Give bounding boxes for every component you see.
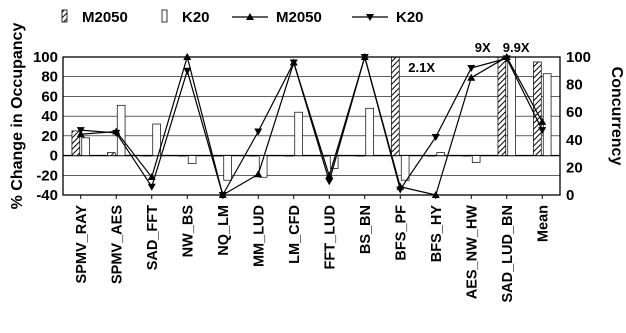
category-label-nq_lm: NQ_LM: [216, 205, 232, 256]
y2-tick-label-40: 40: [566, 132, 583, 149]
marker-k20-spmv_aes: [112, 129, 121, 137]
annotations: 2.1X 9X 9.9X: [408, 40, 530, 75]
y-tick-label-80: 80: [41, 69, 58, 86]
y2-tick-label-100: 100: [566, 49, 591, 66]
bar-m2050-spmv_ray: [71, 130, 81, 156]
category-label-bs_bn: BS_BN: [358, 205, 374, 254]
marker-k20-bfs_hy: [431, 134, 440, 142]
bar-m2050-aes_nw_hw: [462, 155, 471, 157]
category-label-spmv_aes: SPMV_AES: [109, 205, 125, 284]
marker-k20-fft_lud: [325, 178, 334, 186]
y2-tick-label-0: 0: [566, 187, 574, 204]
marker-m2050-mm_lud: [254, 170, 263, 178]
y-tick-label-60: 60: [41, 88, 58, 105]
category-label-aes_nw_hw: AES_NW_HW: [464, 205, 480, 300]
bar-k20-aes_nw_hw: [471, 155, 481, 163]
bar-k20-sad_fft: [152, 123, 161, 156]
axes: [62, 56, 561, 199]
bars: [71, 56, 552, 181]
marker-k20-aes_nw_hw: [467, 65, 476, 73]
legend-label-line-m2050: M2050: [276, 9, 322, 26]
bar-k20-bfs_pf: [400, 155, 410, 181]
bar-m2050-lm_cfd: [284, 155, 294, 157]
bar-k20-nw_bs: [187, 155, 197, 164]
bar-k20-bfs_hy: [436, 152, 445, 156]
bar-k20-mean: [542, 73, 552, 156]
marker-k20-sad_fft: [147, 183, 156, 191]
bar-m2050-bfs_hy: [426, 155, 436, 157]
bar-m2050-bfs_pf: [391, 56, 400, 156]
bar-k20-spmv_ray: [81, 137, 90, 156]
y-tick-label-0: 0: [50, 148, 58, 165]
marker-k20-bfs_pf: [396, 186, 405, 194]
legend-swatch-bar-m2050: [61, 9, 68, 23]
bar-m2050-spmv_aes: [107, 152, 116, 156]
category-label-mean: Mean: [535, 205, 551, 242]
annotation-9x: 9X: [475, 40, 491, 55]
legend-marker-k20: [366, 14, 374, 21]
y-tick-label-40: 40: [41, 108, 58, 125]
y-tick-label-100: 100: [33, 49, 58, 66]
y2-tick-label-60: 60: [566, 104, 583, 121]
bar-m2050-sad_lud_bn: [497, 56, 507, 156]
bar-k20-bs_bn: [365, 107, 374, 156]
legend-marker-m2050: [246, 13, 254, 20]
marker-k20-spmv_ray: [76, 127, 85, 135]
y-axis-title: % Change in Occupancy: [9, 23, 26, 210]
y-tick-label--20: -20: [36, 167, 58, 184]
bar-m2050-fft_lud: [320, 155, 329, 157]
bar-k20-nq_lm: [223, 155, 232, 181]
legend-label-bar-k20: K20: [182, 9, 210, 26]
marker-m2050-aes_nw_hw: [467, 73, 476, 81]
legend: M2050 K20 M2050 K20: [61, 9, 424, 26]
bar-k20-lm_cfd: [294, 111, 303, 156]
bar-m2050-mm_lud: [249, 155, 258, 157]
y2-tick-label-20: 20: [566, 159, 583, 176]
marker-m2050-mean: [538, 117, 547, 125]
y-tick-label-20: 20: [41, 128, 58, 145]
legend-swatch-bar-k20: [161, 9, 168, 23]
legend-label-line-k20: K20: [396, 9, 424, 26]
bar-m2050-bs_bn: [355, 155, 365, 157]
y-tick-label--40: -40: [36, 187, 58, 204]
category-label-lm_cfd: LM_CFD: [287, 205, 303, 264]
category-labels: SPMV_RAY SPMV_AES SAD_FFT NW_BS NQ_LM MM_LUD L…: [74, 205, 552, 303]
category-label-bfs_pf: BFS_PF: [393, 205, 409, 261]
grid: [63, 76, 560, 176]
y2-tick-label-80: 80: [566, 77, 583, 94]
category-label-sad_lud_bn: SAD_LUD_BN: [500, 205, 516, 303]
bar-m2050-nw_bs: [178, 155, 187, 157]
marker-m2050-fft_lud: [325, 171, 334, 179]
category-label-bfs_hy: BFS_HY: [429, 205, 445, 263]
category-label-spmv_ray: SPMV_RAY: [74, 205, 90, 284]
bar-m2050-nq_lm: [213, 155, 223, 157]
category-label-sad_fft: SAD_FFT: [145, 205, 161, 270]
line-m2050: [80, 54, 543, 196]
bar-m2050-sad_fft: [142, 155, 152, 157]
category-label-mm_lud: MM_LUD: [251, 205, 267, 267]
marker-k20-lm_cfd: [289, 59, 298, 67]
line-k20: [80, 54, 543, 197]
bar-m2050-mean: [533, 61, 542, 156]
marker-k20-mm_lud: [254, 128, 263, 136]
bar-k20-mm_lud: [258, 155, 268, 178]
legend-label-bar-m2050: M2050: [82, 9, 128, 26]
annotation-9-9x: 9.9X: [503, 40, 530, 55]
category-label-nw_bs: NW_BS: [180, 205, 196, 258]
annotation-2-1x: 2.1X: [408, 60, 435, 75]
lines: [76, 53, 547, 199]
plot-frame: [62, 56, 561, 196]
marker-k20-mean: [538, 127, 547, 135]
y2-axis-title: Concurrency: [608, 67, 625, 166]
tick-labels: -40 -20 0 20 40 60 80 100 0 20 40 60 80 100: [33, 49, 591, 204]
category-label-fft_lud: FFT_LUD: [322, 205, 338, 269]
marker-k20-nw_bs: [183, 67, 192, 75]
